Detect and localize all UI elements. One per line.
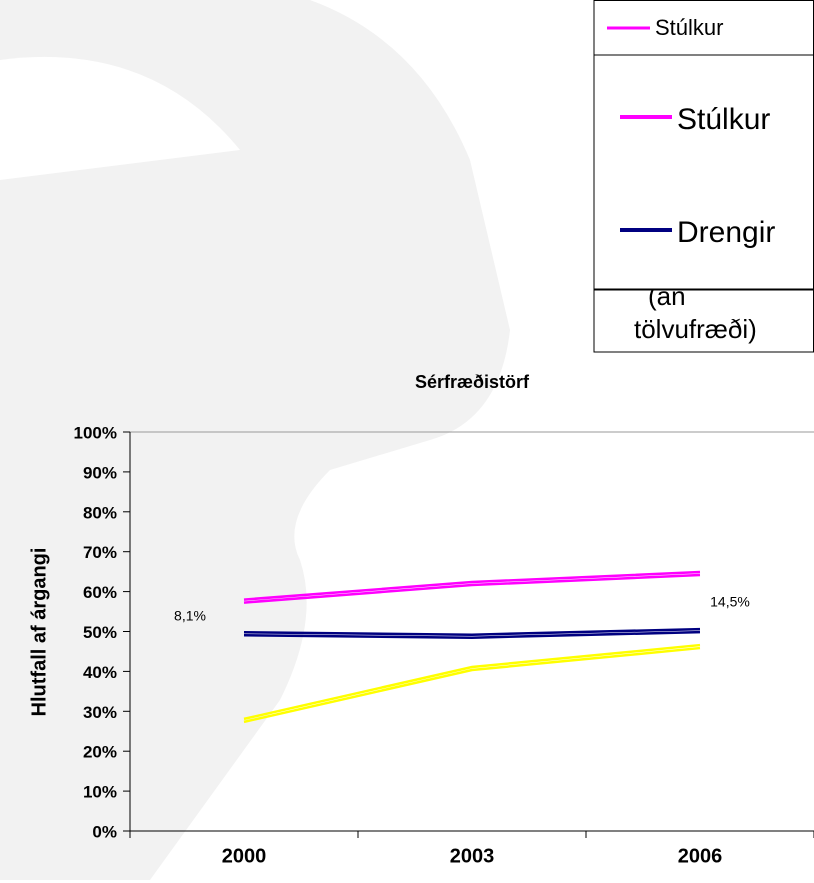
y-tick-label: 70%: [83, 543, 117, 562]
y-tick-label: 30%: [83, 703, 117, 722]
x-tick-label: 2000: [222, 845, 267, 867]
background-silhouette: [0, 0, 510, 880]
legend-label: Stúlkur: [677, 103, 770, 136]
y-tick-label: 50%: [83, 623, 117, 642]
plot-area: 0% 10% 20% 30% 40% 50% 60% 70% 80% 90% 100% 2000 200…: [74, 423, 814, 867]
y-tick-label: 90%: [83, 463, 117, 482]
legend-box: [593, 289, 814, 353]
series-line-echo: [243, 573, 701, 604]
y-tick-label: 10%: [83, 783, 117, 802]
x-tick-label: 2006: [678, 845, 723, 867]
series-line-echo: [243, 646, 701, 724]
chart-title: Sérfræðistörf: [415, 372, 530, 392]
series-line-echo: [243, 630, 701, 639]
legend-note: tölvufræði): [634, 314, 757, 344]
legend-entries: Stúlkur Drengir: [620, 103, 775, 249]
x-tick-label: 2003: [450, 845, 495, 867]
series-line: [243, 627, 701, 636]
y-tick-label: 20%: [83, 743, 117, 762]
y-tick-label: 100%: [74, 423, 117, 442]
background-cutout: [0, 56, 240, 180]
y-tick-label: 80%: [83, 503, 117, 522]
y-tick-label: 0%: [92, 822, 117, 841]
legend-label: Drengir: [677, 216, 775, 249]
annotation: 14,5%: [710, 594, 750, 610]
series-line: [243, 643, 701, 721]
y-tick-label: 40%: [83, 663, 117, 682]
legend-label: Stúlkur: [655, 15, 723, 40]
series-line: [243, 570, 701, 601]
y-axis-label: Hlutfall af árgangi: [28, 548, 50, 717]
legend: [593, 54, 814, 290]
annotation: 8,1%: [174, 608, 206, 624]
y-tick-label: 60%: [83, 583, 117, 602]
